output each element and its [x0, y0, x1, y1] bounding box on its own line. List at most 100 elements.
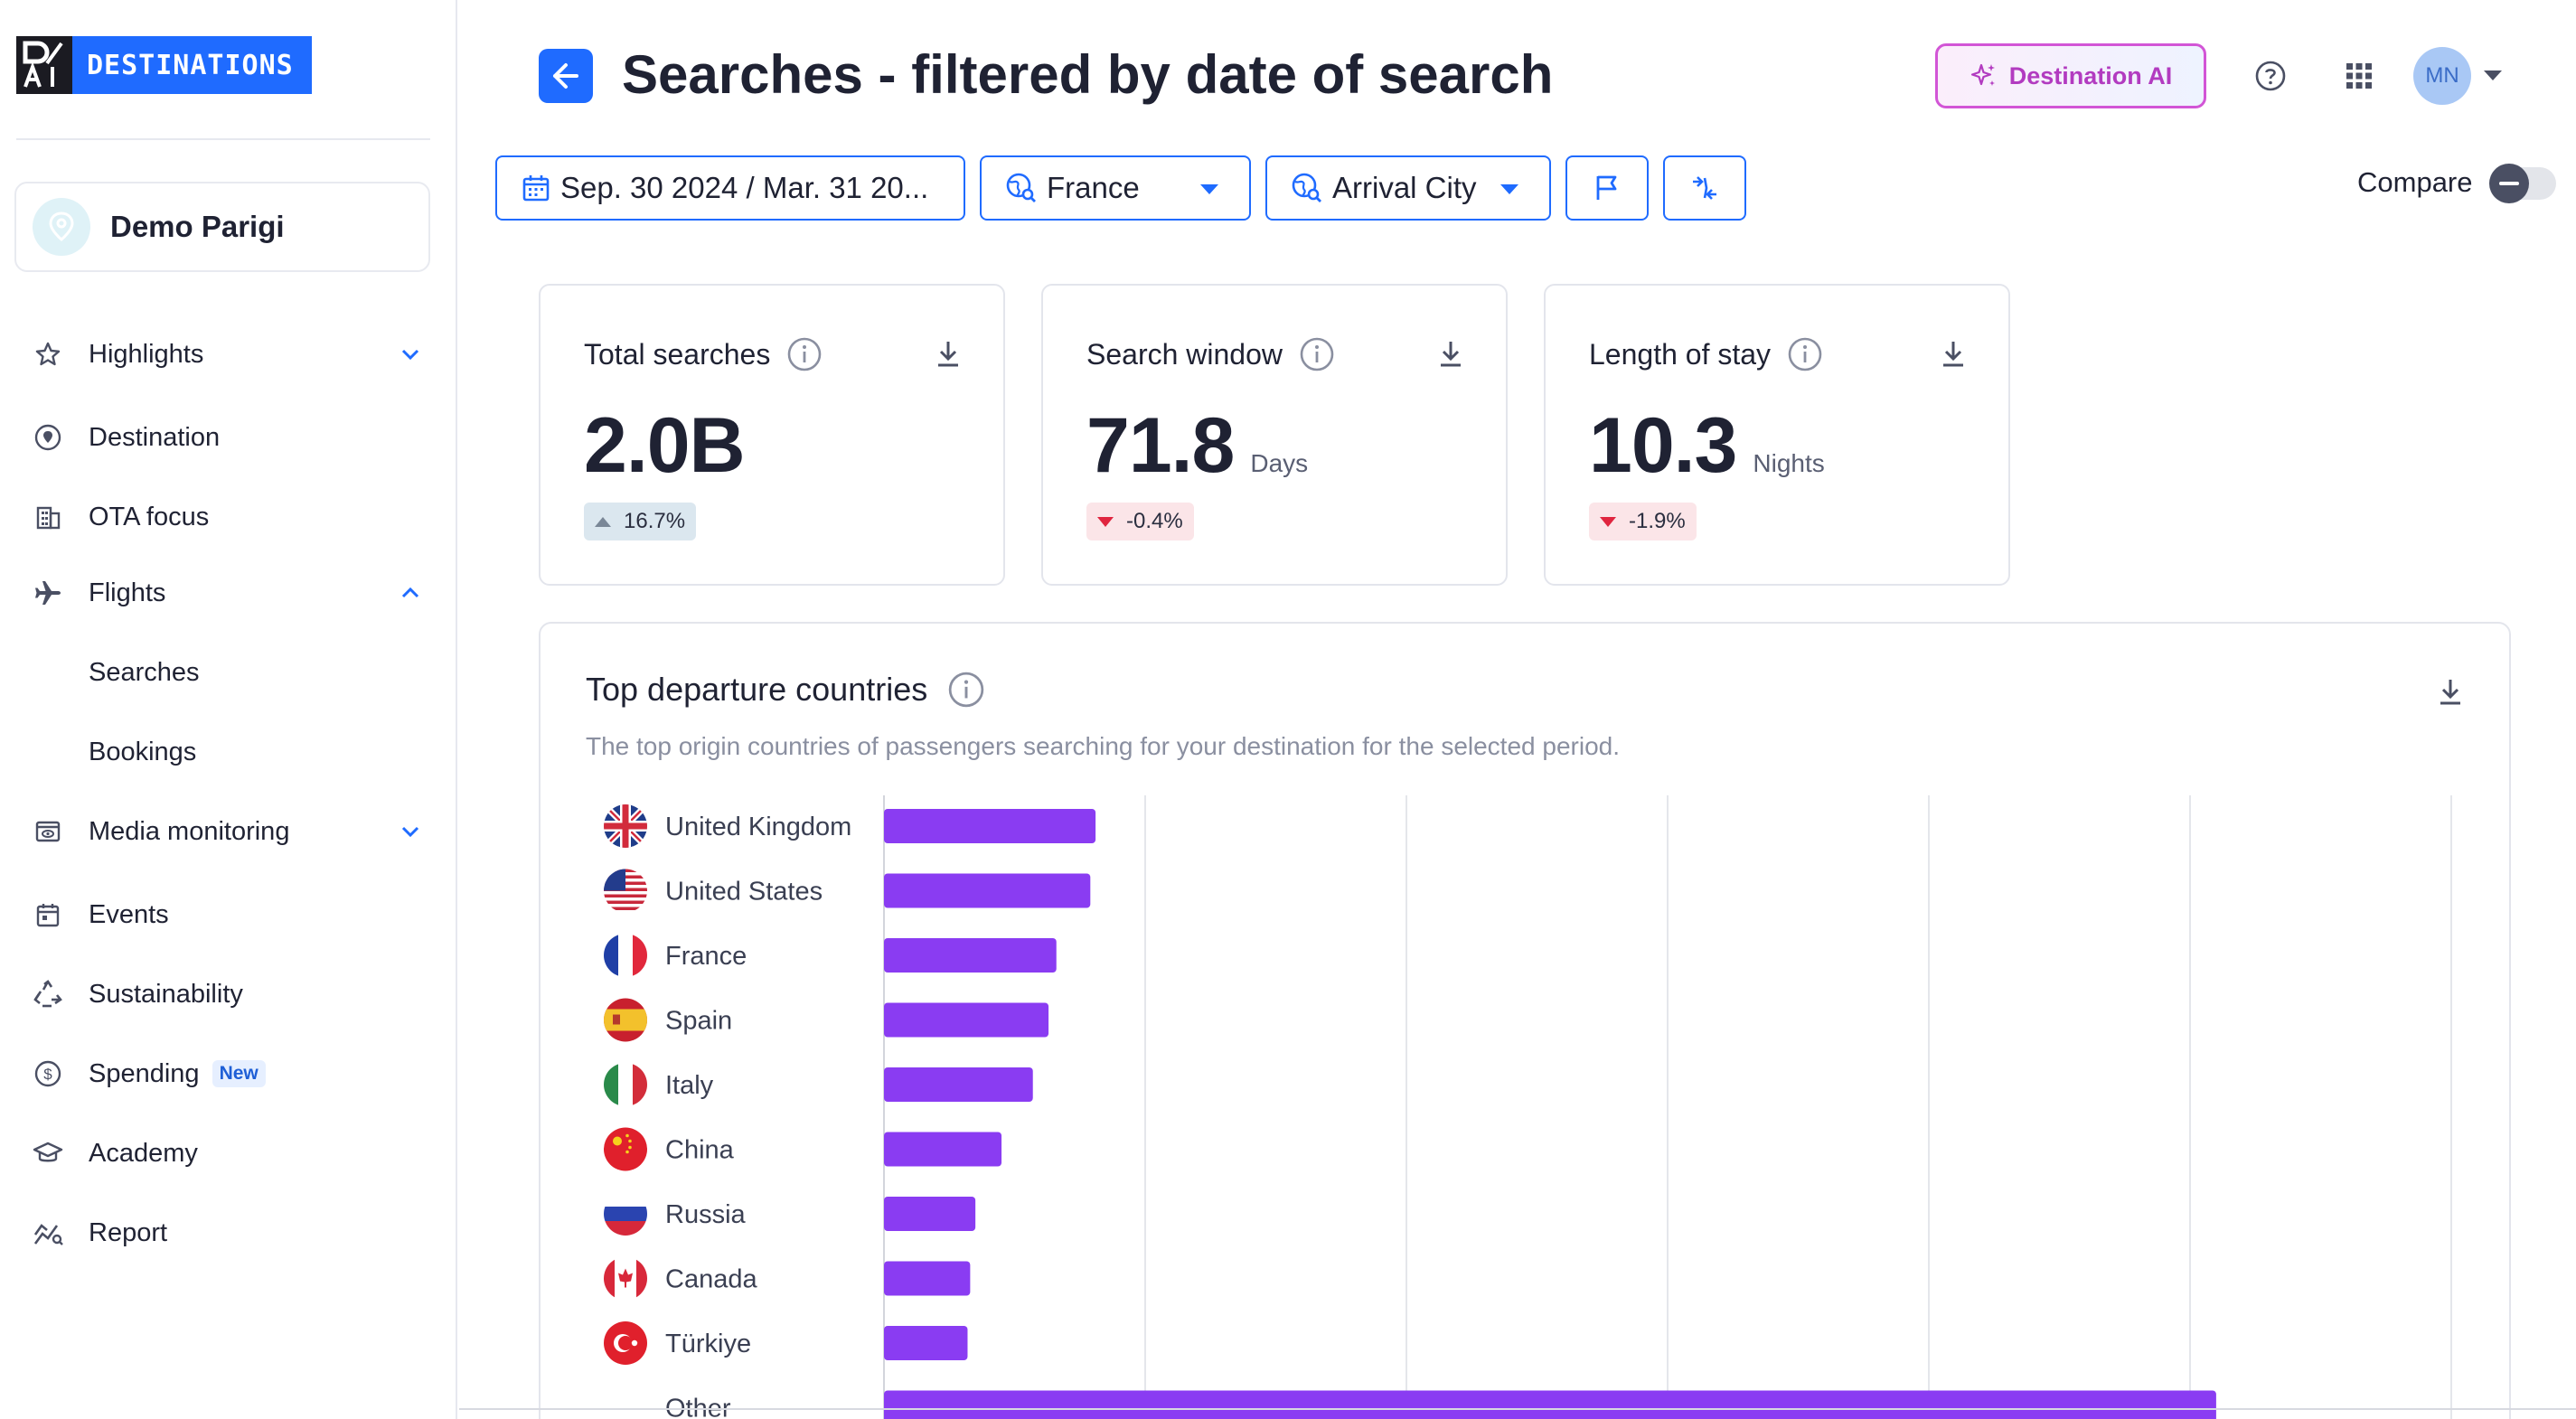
sidebar-item-label: Spending: [89, 1058, 200, 1088]
info-icon[interactable]: [947, 671, 985, 709]
sidebar-item-label: Academy: [89, 1138, 198, 1168]
chart-bar: [884, 1197, 976, 1231]
kpi-title-text: Total searches: [584, 337, 771, 371]
caret-down-icon: [1200, 184, 1218, 194]
page-title: Searches - filtered by date of search: [622, 43, 1553, 106]
chart-category-label: Spain: [665, 1007, 732, 1036]
sidebar-item-label: Destination: [89, 422, 221, 452]
plane-icon: [33, 578, 63, 608]
sidebar-divider: [16, 138, 430, 140]
download-icon[interactable]: [1435, 338, 1466, 371]
sidebar-item-label: Sustainability: [89, 979, 243, 1009]
sidebar-item-flights[interactable]: Flights: [33, 566, 430, 620]
kpi-value: 71.8 Days: [1086, 401, 1308, 491]
sidebar-item-label: Report: [89, 1217, 168, 1247]
sidebar-item-media-monitoring[interactable]: Media monitoring: [33, 804, 430, 859]
info-icon[interactable]: [786, 336, 823, 372]
logo-text: DESTINATIONS: [72, 36, 312, 94]
dollar-icon: $: [33, 1058, 63, 1089]
sidebar-item-destination[interactable]: Destination: [33, 410, 430, 465]
download-icon[interactable]: [1938, 338, 1969, 371]
flag-filter-button[interactable]: [1565, 155, 1649, 221]
country-filter-value: France: [1047, 171, 1140, 204]
location-icon: [33, 422, 63, 453]
chart-bar: [884, 809, 1096, 843]
sidebar-item-label: Highlights: [89, 339, 204, 369]
chart-bar: [884, 1067, 1033, 1102]
graduation-cap-icon: [33, 1138, 63, 1169]
chart-bar: [884, 873, 1091, 908]
delta-badge: 16.7%: [584, 503, 697, 540]
date-range-filter[interactable]: Sep. 30 2024 / Mar. 31 20...: [495, 155, 965, 221]
flag-icon: [604, 1256, 647, 1301]
globe-search-icon: [1292, 173, 1321, 202]
info-icon[interactable]: [1299, 336, 1335, 372]
route-filter-button[interactable]: [1663, 155, 1746, 221]
bar-chart: United Kingdom United States France Spain It…: [604, 795, 2452, 1419]
kpi-number: 2.0B: [584, 402, 746, 489]
download-icon[interactable]: [933, 338, 964, 371]
building-icon: [33, 502, 63, 532]
chart-bar: [884, 1261, 971, 1296]
page-title-suffix: - filtered by date of search: [862, 44, 1554, 105]
top-departure-countries-card: Top departure countries The top origin c…: [539, 622, 2511, 1419]
kpi-unit: Nights: [1753, 449, 1825, 477]
sidebar-item-spending[interactable]: $ Spending New: [33, 1047, 430, 1101]
trend-down-icon: [1097, 516, 1114, 527]
sidebar-item-label: OTA focus: [89, 502, 210, 531]
sidebar-subitem-bookings[interactable]: Bookings: [89, 737, 197, 766]
flag-icon: [604, 1127, 647, 1171]
chart-title: Top departure countries: [586, 671, 985, 709]
sidebar-item-highlights[interactable]: Highlights: [33, 327, 430, 381]
recycle-icon: [33, 979, 63, 1010]
page-bottom-border: [459, 1408, 2576, 1410]
kpi-value: 2.0B: [584, 401, 761, 491]
apps-grid-icon[interactable]: [2343, 60, 2375, 92]
delta-value: -0.4%: [1126, 509, 1183, 533]
delta-value: -1.9%: [1629, 509, 1686, 533]
sidebar-subitem-searches[interactable]: Searches: [89, 657, 200, 687]
date-range-value: Sep. 30 2024 / Mar. 31 20...: [560, 171, 929, 204]
chevron-down-icon: [401, 826, 419, 838]
user-avatar[interactable]: MN: [2413, 47, 2471, 105]
delta-value: 16.7%: [624, 509, 686, 533]
trend-down-icon: [1600, 516, 1616, 527]
chart-category-label: Canada: [665, 1265, 757, 1294]
flag-icon: [604, 804, 647, 848]
sidebar-item-label: Flights: [89, 578, 166, 607]
kpi-title: Search window: [1086, 336, 1335, 372]
caret-down-icon[interactable]: [2484, 70, 2502, 80]
sidebar-item-ota-focus[interactable]: OTA focus: [33, 490, 430, 544]
kpi-unit: Days: [1250, 449, 1309, 477]
sidebar-item-events[interactable]: Events: [33, 888, 430, 942]
sidebar-item-report[interactable]: Report: [33, 1206, 430, 1260]
kpi-number: 10.3: [1589, 402, 1737, 489]
chart-title-text: Top departure countries: [586, 671, 928, 708]
compare-toggle-knob[interactable]: [2489, 164, 2529, 203]
destination-selector[interactable]: Demo Parigi: [14, 182, 430, 272]
caret-down-icon: [1500, 184, 1518, 194]
calendar-icon: [33, 899, 63, 930]
kpi-title: Length of stay: [1589, 336, 1823, 372]
delta-badge: -0.4%: [1086, 503, 1194, 540]
destination-name: Demo Parigi: [110, 210, 285, 243]
sidebar-item-sustainability[interactable]: Sustainability: [33, 967, 430, 1021]
destination-ai-button[interactable]: Destination AI: [1935, 43, 2206, 108]
kpi-title-text: Length of stay: [1589, 337, 1772, 371]
back-button[interactable]: [539, 49, 593, 103]
delta-badge: -1.9%: [1589, 503, 1697, 540]
destination-pin-icon: [33, 198, 90, 256]
country-filter[interactable]: France: [980, 155, 1251, 221]
info-icon[interactable]: [1787, 336, 1823, 372]
sidebar-item-academy[interactable]: Academy: [33, 1126, 430, 1180]
help-icon[interactable]: [2254, 60, 2287, 92]
trend-up-icon: [595, 516, 611, 527]
app-logo[interactable]: DESTINATIONS: [16, 36, 312, 94]
kpi-card-length-of-stay: Length of stay 10.3 Nights -1.9%: [1544, 284, 2010, 586]
download-icon[interactable]: [2435, 676, 2466, 709]
flag-icon: [604, 1192, 647, 1236]
dimension-filter[interactable]: Arrival City: [1265, 155, 1551, 221]
destination-ai-label: Destination AI: [2008, 61, 2173, 89]
flag-icon: [604, 934, 647, 977]
kpi-value: 10.3 Nights: [1589, 401, 1825, 491]
